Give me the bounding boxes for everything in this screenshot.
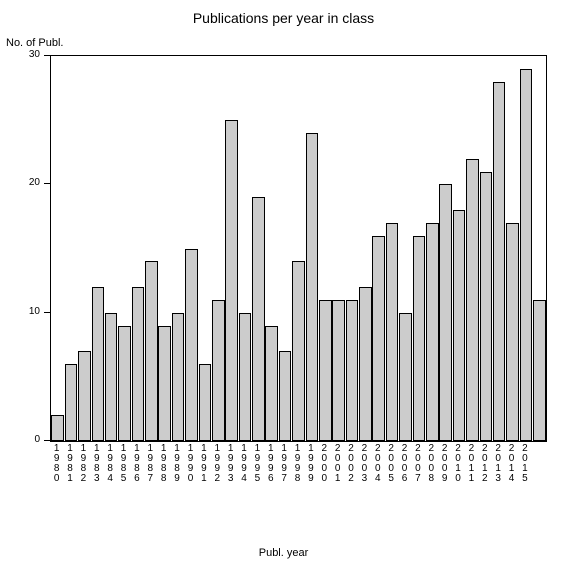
bar — [399, 313, 412, 441]
x-tick-label: 1 9 8 9 — [170, 444, 183, 484]
bar — [306, 133, 319, 441]
chart-title: Publications per year in class — [0, 10, 567, 26]
bar — [372, 236, 385, 441]
y-tick-label: 0 — [10, 434, 40, 445]
bar — [265, 326, 278, 442]
x-tick-label: 2 0 1 1 — [465, 444, 478, 484]
x-tick-label: 1 9 8 0 — [50, 444, 63, 484]
bar — [332, 300, 345, 441]
x-tick-label: 1 9 8 8 — [157, 444, 170, 484]
bar — [92, 287, 105, 441]
bar — [279, 351, 292, 441]
x-tick-label: 2 0 0 7 — [411, 444, 424, 484]
x-tick-label: 1 9 9 3 — [224, 444, 237, 484]
x-tick-label: 1 9 9 5 — [251, 444, 264, 484]
x-tick-label: 2 0 0 8 — [425, 444, 438, 484]
x-tick-label: 1 9 9 6 — [264, 444, 277, 484]
y-tick — [44, 440, 50, 441]
bar — [172, 313, 185, 441]
bar — [185, 249, 198, 442]
x-tick-label: 2 0 0 5 — [384, 444, 397, 484]
bar — [386, 223, 399, 441]
x-tick-label: 1 9 9 2 — [211, 444, 224, 484]
y-tick-label: 10 — [10, 306, 40, 317]
x-tick-label: 2 0 0 1 — [331, 444, 344, 484]
x-tick-label: 2 0 1 5 — [518, 444, 531, 484]
y-tick — [44, 55, 50, 56]
y-tick-label: 30 — [10, 49, 40, 60]
y-tick-label: 20 — [10, 177, 40, 188]
x-tick-label: 1 9 8 7 — [144, 444, 157, 484]
bar — [145, 261, 158, 441]
bar — [105, 313, 118, 441]
x-tick-label: 2 0 0 4 — [371, 444, 384, 484]
bar — [292, 261, 305, 441]
bar — [426, 223, 439, 441]
bar — [533, 300, 546, 441]
bar — [346, 300, 359, 441]
y-tick — [44, 312, 50, 313]
x-tick-label: 1 9 9 4 — [237, 444, 250, 484]
bar — [319, 300, 332, 441]
x-tick-label: 2 0 1 2 — [478, 444, 491, 484]
x-tick-label: 1 9 9 0 — [184, 444, 197, 484]
plot-area — [50, 55, 547, 442]
x-tick-label: 1 9 8 1 — [63, 444, 76, 484]
x-tick-label: 2 0 0 3 — [358, 444, 371, 484]
x-tick-label: 1 9 8 5 — [117, 444, 130, 484]
bar — [199, 364, 212, 441]
x-tick-label: 1 9 8 3 — [90, 444, 103, 484]
bar — [520, 69, 533, 441]
bar — [65, 364, 78, 441]
x-tick-label: 1 9 9 1 — [197, 444, 210, 484]
bar — [78, 351, 91, 441]
x-tick-label: 1 9 9 7 — [277, 444, 290, 484]
bar — [252, 197, 265, 441]
x-tick-label: 1 9 8 4 — [104, 444, 117, 484]
bar — [118, 326, 131, 442]
x-tick-label: 2 0 0 0 — [318, 444, 331, 484]
bar — [51, 415, 64, 441]
bar — [239, 313, 252, 441]
x-tick-label: 2 0 0 9 — [438, 444, 451, 484]
publications-chart: Publications per year in class No. of Pu… — [0, 0, 567, 567]
bar — [439, 184, 452, 441]
bar — [493, 82, 506, 441]
x-tick-label: 2 0 0 2 — [344, 444, 357, 484]
y-tick — [44, 183, 50, 184]
bar — [453, 210, 466, 441]
x-tick-label: 2 0 1 0 — [451, 444, 464, 484]
bar — [506, 223, 519, 441]
x-tick-label: 1 9 9 9 — [304, 444, 317, 484]
bar — [359, 287, 372, 441]
x-tick-label: 2 0 1 4 — [505, 444, 518, 484]
y-axis-label: No. of Publ. — [6, 37, 63, 49]
bar — [413, 236, 426, 441]
x-tick-label: 1 9 8 6 — [130, 444, 143, 484]
x-tick-label: 2 0 0 6 — [398, 444, 411, 484]
bar — [132, 287, 145, 441]
bar — [158, 326, 171, 442]
x-axis-label: Publ. year — [0, 547, 567, 559]
x-tick-label: 1 9 8 2 — [77, 444, 90, 484]
bar — [480, 172, 493, 442]
bar — [212, 300, 225, 441]
bar — [225, 120, 238, 441]
x-tick-label: 1 9 9 8 — [291, 444, 304, 484]
bar — [466, 159, 479, 441]
x-tick-label: 2 0 1 3 — [491, 444, 504, 484]
